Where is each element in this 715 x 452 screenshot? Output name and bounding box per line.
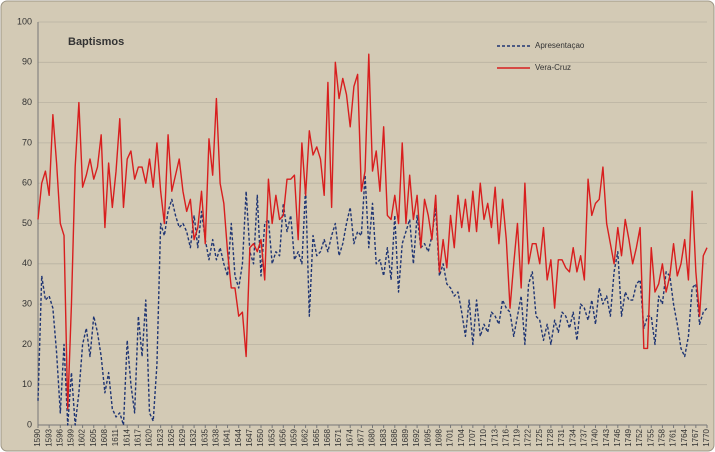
x-tick-label: 1623 [156,428,165,446]
x-tick-label: 1653 [267,428,276,446]
chart-title: Baptismos [68,36,124,48]
x-tick-label: 1659 [290,428,299,446]
x-tick-label: 1752 [635,428,644,446]
x-tick-label: 1710 [479,428,488,446]
x-tick-label: 1770 [702,428,711,446]
x-tick-label: 1746 [613,428,622,446]
x-tick-label: 1605 [89,428,98,446]
x-tick-label: 1734 [568,428,577,446]
legend-label: Apresentaçao [535,41,585,50]
x-tick-label: 1761 [669,428,678,446]
x-tick-label: 1755 [646,428,655,446]
x-tick-label: 1731 [557,428,566,446]
x-tick-label: 1599 [67,428,76,446]
x-tick-label: 1749 [624,428,633,446]
y-tick-label: 20 [22,339,32,349]
x-tick-label: 1635 [200,428,209,446]
x-tick-label: 1665 [312,428,321,446]
x-tick-label: 1692 [412,428,421,446]
x-tick-label: 1737 [579,428,588,446]
x-tick-label: 1668 [323,428,332,446]
x-tick-label: 1683 [379,428,388,446]
x-tick-label: 1614 [122,428,131,446]
x-tick-label: 1707 [468,428,477,446]
x-tick-label: 1680 [368,428,377,446]
x-tick-label: 1716 [501,428,510,446]
x-tick-label: 1656 [278,428,287,446]
x-tick-label: 1728 [546,428,555,446]
x-tick-label: 1650 [256,428,265,446]
x-tick-label: 1686 [390,428,399,446]
x-tick-label: 1719 [513,428,522,446]
x-tick-label: 1608 [100,428,109,446]
x-tick-label: 1638 [212,428,221,446]
x-tick-label: 1698 [435,428,444,446]
x-tick-label: 1617 [133,428,142,446]
x-tick-label: 1725 [535,428,544,446]
y-tick-label: 40 [22,258,32,268]
y-tick-label: 70 [22,137,32,147]
x-tick-label: 1689 [401,428,410,446]
x-tick-label: 1626 [167,428,176,446]
series-line [37,53,708,410]
y-tick-label: 50 [22,218,32,228]
y-tick-label: 0 [27,419,32,429]
y-tick-label: 60 [22,178,32,188]
x-tick-label: 1713 [490,428,499,446]
y-tick-label: 90 [22,57,32,67]
x-tick-label: 1602 [78,428,87,446]
x-tick-label: 1701 [446,428,455,446]
y-tick-label: 30 [22,298,32,308]
x-tick-label: 1677 [356,428,365,446]
x-tick-label: 1722 [524,428,533,446]
x-tick-label: 1611 [111,428,120,446]
x-tick-label: 1743 [602,428,611,446]
x-tick-label: 1704 [457,428,466,446]
y-tick-label: 80 [22,97,32,107]
x-tick-label: 1629 [178,428,187,446]
x-tick-label: 1620 [145,428,154,446]
x-tick-label: 1758 [658,428,667,446]
x-tick-label: 1695 [423,428,432,446]
x-tick-label: 1740 [591,428,600,446]
x-tick-label: 1590 [33,428,42,446]
x-tick-label: 1644 [234,428,243,446]
y-tick-label: 100 [17,16,32,26]
x-tick-label: 1632 [189,428,198,446]
y-tick-label: 10 [22,379,32,389]
legend-label: Vera-Cruz [535,63,571,72]
x-tick-label: 1671 [334,428,343,446]
x-tick-label: 1593 [44,428,53,446]
series-line [37,174,708,426]
x-tick-label: 1662 [301,428,310,446]
x-tick-label: 1764 [680,428,689,446]
x-tick-label: 1641 [223,428,232,446]
x-tick-label: 1596 [55,428,64,446]
x-tick-label: 1674 [345,428,354,446]
x-tick-label: 1647 [245,428,254,446]
x-tick-label: 1767 [691,428,700,446]
